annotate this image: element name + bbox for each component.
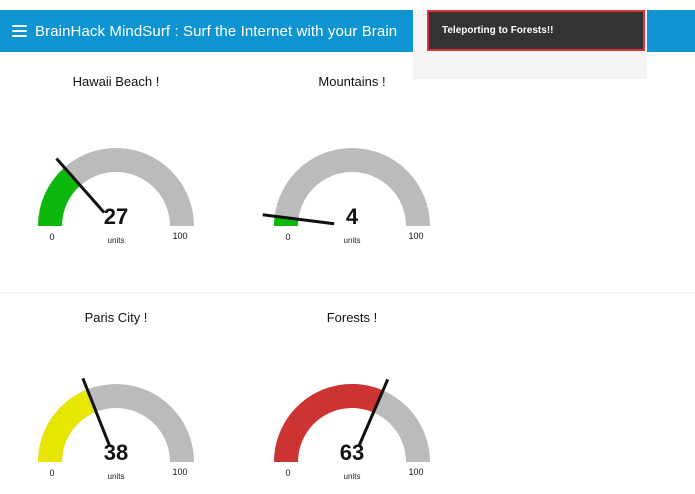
gauge-widget-paris-city: Paris City ! 38 units 0 100 (0, 310, 240, 494)
gauge-fill (274, 384, 383, 462)
gauge-needle (262, 213, 335, 226)
gauge-track (274, 148, 430, 226)
gauge-needle (55, 157, 106, 214)
gauge-units: units (108, 472, 125, 481)
gauge-units: units (344, 472, 361, 481)
gauge-chart: 4 units 0 100 (262, 148, 430, 245)
gauge-needle (81, 377, 111, 446)
gauge-max-label: 100 (408, 231, 423, 241)
gauge-value: 27 (104, 204, 128, 229)
gauge-max-label: 100 (172, 231, 187, 241)
gauge-title: Mountains ! (318, 74, 386, 89)
gauge-value: 63 (340, 440, 364, 465)
gauge-needle (357, 378, 390, 447)
notification-toast[interactable]: Teleporting to Forests!! (427, 10, 645, 51)
gauge-chart: 38 units 0 100 (38, 377, 194, 481)
gauge-title: Paris City ! (84, 310, 148, 325)
gauge-title: Forests ! (326, 310, 378, 325)
gauge-title: Hawaii Beach ! (72, 74, 160, 89)
gauge-min-label: 0 (285, 468, 290, 478)
app-title: BrainHack MindSurf : Surf the Internet w… (35, 22, 398, 40)
notification-text: Teleporting to Forests!! (442, 25, 554, 36)
gauge-min-label: 0 (49, 468, 54, 478)
gauge-fill (38, 167, 81, 226)
gauge-min-label: 0 (285, 232, 290, 242)
gauge-value: 38 (104, 440, 128, 465)
gauge-chart: 27 units 0 100 (38, 148, 194, 245)
gauge-max-label: 100 (408, 467, 423, 477)
gauge-value: 4 (346, 204, 359, 229)
gauge-widget-hawaii-beach: Hawaii Beach ! 27 units 0 100 (0, 74, 240, 274)
gauge-fill (38, 389, 97, 462)
gauge-chart: 63 units 0 100 (274, 378, 430, 481)
gauge-units: units (344, 236, 361, 245)
gauge-max-label: 100 (172, 467, 187, 477)
gauge-track (38, 148, 194, 226)
row-divider (0, 292, 695, 293)
gauge-units: units (108, 236, 125, 245)
gauge-widget-mountains: Mountains ! 4 units 0 100 (236, 74, 476, 274)
gauge-widget-forests: Forests ! 63 units 0 100 (236, 310, 476, 494)
hamburger-menu-icon[interactable] (12, 25, 27, 37)
gauge-min-label: 0 (49, 232, 54, 242)
